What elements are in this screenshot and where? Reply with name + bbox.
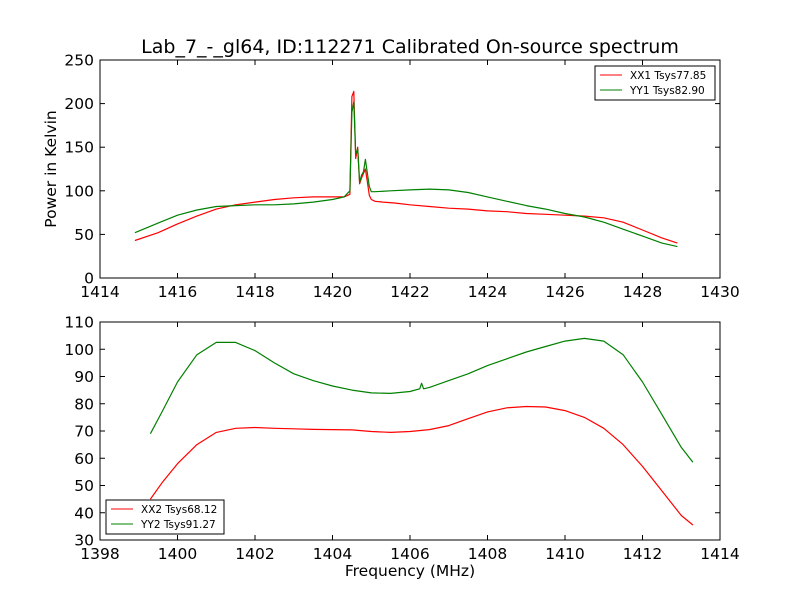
top-x-tick-label: 1416: [158, 283, 197, 301]
top-x-tick-label: 1414: [80, 283, 119, 301]
bottom-y-tick-label: 50: [74, 477, 94, 495]
top-x-tick-label: 1426: [545, 283, 584, 301]
top-x-tick-label: 1430: [700, 283, 739, 301]
top-x-tick-label: 1422: [390, 283, 429, 301]
bottom-y-tick-label: 100: [64, 341, 94, 359]
bottom-series-line-1: [149, 337, 694, 463]
bottom-x-tick-label: 1408: [468, 545, 507, 563]
top-y-axis-label: Power in Kelvin: [42, 110, 60, 227]
bottom-y-tick-label: 90: [74, 368, 94, 386]
top-y-tick-label: 50: [74, 226, 94, 244]
bottom-x-tick-label: 1412: [623, 545, 662, 563]
bottom-panel: 1398 1400 1402 1404 1406 1408 1410 1412 1414 30 40…: [64, 314, 739, 581]
bottom-legend-label-yy2: YY2 Tsys91.27: [140, 519, 216, 531]
top-legend: XX1 Tsys77.85 YY1 Tsys82.90: [594, 65, 716, 101]
bottom-legend-label-xx2: XX2 Tsys68.12: [141, 504, 217, 516]
bottom-y-tick-label: 110: [64, 314, 94, 332]
top-series-line-1: [134, 101, 678, 248]
top-legend-label-yy1: YY1 Tsys82.90: [629, 85, 705, 97]
bottom-x-tick-label: 1402: [235, 545, 274, 563]
bottom-y-tick-label: 70: [74, 423, 94, 441]
top-panel: 1414 1416 1418 1420 1422 1424 1426 1428 1430 0 50 1…: [42, 52, 740, 302]
bottom-x-tick-label: 1400: [158, 545, 197, 563]
bottom-series-line-0: [149, 405, 694, 526]
top-x-tick-label: 1424: [468, 283, 507, 301]
top-series-line-0: [134, 90, 678, 244]
bottom-y-tick-label: 80: [74, 395, 94, 413]
bottom-x-tick-label: 1404: [313, 545, 352, 563]
top-panel-series: [134, 90, 678, 248]
bottom-x-axis-label: Frequency (MHz): [345, 562, 475, 580]
top-x-tick-label: 1418: [235, 283, 274, 301]
bottom-panel-series: [149, 337, 694, 526]
bottom-y-tick-label: 60: [74, 450, 94, 468]
bottom-panel-ticks: 1398 1400 1402 1404 1406 1408 1410 1412 1414 30 40…: [64, 314, 739, 564]
top-y-tick-label: 250: [64, 52, 94, 70]
top-legend-label-xx1: XX1 Tsys77.85: [630, 70, 706, 82]
bottom-y-tick-label: 30: [74, 532, 94, 550]
top-x-tick-label: 1428: [623, 283, 662, 301]
bottom-x-tick-label: 1414: [700, 545, 739, 563]
bottom-legend-box: [105, 499, 225, 535]
top-y-tick-label: 0: [84, 270, 94, 288]
top-legend-box: [594, 65, 716, 101]
chart-title: Lab_7_-_gl64, ID:112271 Calibrated On-so…: [141, 36, 679, 58]
top-y-tick-label: 150: [64, 139, 94, 157]
bottom-x-tick-label: 1410: [545, 545, 584, 563]
top-y-tick-label: 200: [64, 95, 94, 113]
bottom-x-tick-label: 1398: [80, 545, 119, 563]
top-y-tick-label: 100: [64, 182, 94, 200]
top-x-tick-label: 1420: [313, 283, 352, 301]
top-panel-ticks: 1414 1416 1418 1420 1422 1424 1426 1428 1430 0 50 1…: [64, 52, 739, 302]
bottom-legend: XX2 Tsys68.12 YY2 Tsys91.27: [105, 499, 225, 535]
bottom-y-tick-label: 40: [74, 504, 94, 522]
bottom-x-tick-label: 1406: [390, 545, 429, 563]
